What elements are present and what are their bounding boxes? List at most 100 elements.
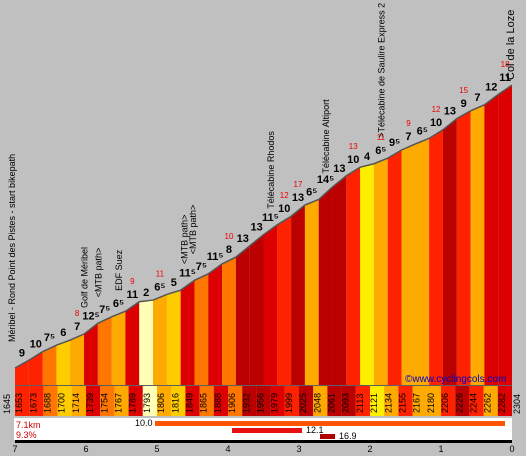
gradient-segment bbox=[401, 143, 416, 385]
gradient-segments bbox=[15, 85, 512, 386]
altitude-cell bbox=[242, 386, 257, 416]
altitude-cell bbox=[213, 386, 228, 416]
altitude-label: 2206 bbox=[440, 393, 450, 413]
gradient-label: 10 bbox=[278, 203, 290, 215]
legend-bar bbox=[155, 421, 505, 426]
gradient-segment bbox=[235, 245, 250, 385]
altitude-cell bbox=[114, 386, 129, 416]
max-gradient-label: 11 bbox=[156, 269, 165, 278]
altitude-label: 2282 bbox=[497, 393, 507, 413]
altitude-cell bbox=[100, 386, 115, 416]
altitude-label: 1700 bbox=[57, 393, 67, 413]
gradient-segment bbox=[263, 224, 278, 385]
gradient-label: 10 bbox=[347, 154, 359, 166]
gradient-segment bbox=[180, 280, 195, 385]
altitude-cell bbox=[284, 386, 299, 416]
gradient-label: 6⁵ bbox=[113, 298, 124, 310]
max-gradient-label: 15 bbox=[459, 86, 468, 95]
altitude-label: 2134 bbox=[383, 393, 393, 413]
altitude-label: 1739 bbox=[85, 393, 95, 413]
start-altitude: 1645 bbox=[2, 394, 12, 414]
gradient-label: 4 bbox=[364, 151, 371, 163]
gradient-segment bbox=[291, 205, 305, 385]
gradient-segment bbox=[456, 110, 471, 386]
altitude-label: 2113 bbox=[355, 394, 365, 413]
altitude-label: 1979 bbox=[270, 393, 280, 413]
place-annotation: Golf de Méribel bbox=[79, 247, 89, 308]
altitude-cell bbox=[199, 386, 214, 416]
altitude-strip: 1653 1673 1688 1700 1714 1739 1754 1767 1789 1793… bbox=[14, 386, 512, 416]
legend-bar bbox=[320, 434, 335, 439]
altitude-label: 1956 bbox=[256, 393, 266, 413]
gradient-label: 10 bbox=[30, 339, 42, 351]
max-gradient-label: 18 bbox=[501, 60, 510, 69]
gradient-segment bbox=[153, 294, 167, 385]
altitude-cell bbox=[327, 386, 342, 416]
gradient-label: 13 bbox=[237, 233, 249, 245]
altitude-label: 1806 bbox=[156, 393, 166, 413]
altitude-cell bbox=[355, 386, 370, 416]
gradient-segment bbox=[97, 316, 112, 385]
gradient-label: 6⁵ bbox=[375, 145, 386, 157]
gradient-label: 11⁵ bbox=[207, 251, 224, 263]
gradient-label: 12⁵ bbox=[82, 310, 99, 322]
gradient-segment bbox=[222, 257, 236, 385]
gradient-label: 13 bbox=[333, 163, 345, 175]
gradient-label: 7 bbox=[474, 92, 480, 104]
gradient-label: 9⁵ bbox=[389, 137, 400, 149]
gradient-label: 7⁵ bbox=[44, 332, 55, 344]
altitude-cell bbox=[270, 386, 285, 416]
gradient-segment bbox=[484, 94, 499, 386]
gradient-label: 11 bbox=[127, 289, 139, 301]
altitude-label: 1793 bbox=[142, 393, 152, 413]
gradient-label: 13 bbox=[250, 222, 262, 234]
gradient-label: 9 bbox=[461, 98, 467, 110]
place-annotation: EDF Suez bbox=[114, 249, 124, 291]
altitude-cell bbox=[384, 386, 399, 416]
legend-bar-label: 12.1 bbox=[306, 425, 324, 435]
max-gradient-labels: 8 9 11 10 12 17 13 11 9 12 15 18 bbox=[75, 60, 510, 318]
profile-outline bbox=[14, 84, 513, 369]
altitude-label: 1653 bbox=[14, 393, 24, 413]
altitude-label: 2244 bbox=[469, 393, 479, 413]
axis-bar bbox=[15, 440, 512, 443]
gradient-segment bbox=[28, 351, 43, 385]
distance-axis: 7 6 5 4 3 2 1 0 bbox=[12, 440, 515, 454]
x-tick-label: 3 bbox=[296, 444, 301, 454]
gradient-segment bbox=[387, 149, 402, 385]
legend-bar bbox=[232, 428, 302, 433]
place-annotation: <MTB path> bbox=[180, 215, 190, 265]
max-gradient-label: 11 bbox=[377, 133, 386, 142]
legend-avg-gradient: 9.3% bbox=[16, 430, 37, 440]
altitude-cell bbox=[228, 386, 243, 416]
gradient-segment bbox=[346, 167, 361, 385]
altitude-cell bbox=[483, 386, 498, 416]
gradient-label: 2 bbox=[143, 287, 149, 299]
gradient-label: 10 bbox=[430, 117, 442, 129]
max-gradient-label: 17 bbox=[294, 180, 303, 189]
altitude-cell bbox=[29, 386, 44, 416]
gradient-segment bbox=[208, 263, 223, 385]
altitude-cell bbox=[15, 386, 30, 416]
place-annotation: <MTB path> bbox=[93, 248, 103, 298]
altitude-cell bbox=[426, 386, 441, 416]
altitude-label: 1849 bbox=[185, 393, 195, 413]
gradient-segment bbox=[442, 118, 457, 385]
altitude-label: 1816 bbox=[170, 393, 180, 413]
gradient-label: 7 bbox=[405, 131, 411, 143]
gradient-segment bbox=[70, 334, 85, 385]
max-gradient-label: 13 bbox=[349, 142, 358, 151]
max-gradient-label: 10 bbox=[225, 232, 234, 241]
altitude-label: 1714 bbox=[71, 393, 81, 413]
gradient-segment bbox=[373, 158, 388, 385]
altitude-cell bbox=[341, 386, 356, 416]
altitude-label: 2155 bbox=[398, 393, 408, 413]
gradient-segment bbox=[84, 323, 98, 385]
credit-link[interactable]: ©www.cyclingcols.com bbox=[405, 374, 506, 385]
altitude-cell bbox=[142, 386, 157, 416]
x-tick-label: 0 bbox=[509, 444, 514, 454]
altitude-cell bbox=[157, 386, 172, 416]
altitude-cell bbox=[256, 386, 271, 416]
gradient-label: 11⁵ bbox=[179, 267, 196, 279]
